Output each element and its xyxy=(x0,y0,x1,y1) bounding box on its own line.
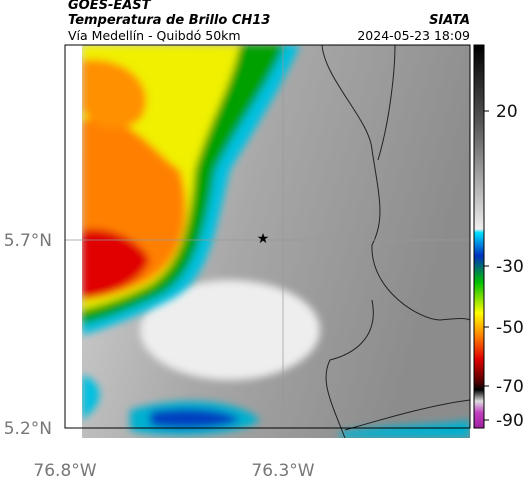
colorbar-tick-label: -30 xyxy=(496,257,524,277)
route: Vía Medellín - Quibdó 50km xyxy=(68,28,241,43)
colorbar-tick-label: -50 xyxy=(496,318,524,338)
location-marker: ★ xyxy=(257,231,270,247)
colorbar-tick-label: 20 xyxy=(496,102,518,122)
lat-label: 5.7°N xyxy=(4,231,52,251)
subtitle: Temperatura de Brillo CH13 xyxy=(68,13,270,28)
datetime: 2024-05-23 18:09 xyxy=(357,28,470,43)
source: SIATA xyxy=(429,13,470,28)
colorbar xyxy=(473,44,485,429)
satellite-image xyxy=(82,45,470,438)
colorbar-tick-label: -70 xyxy=(496,377,524,397)
lat-label: 5.2°N xyxy=(4,419,52,439)
map-frame xyxy=(64,44,471,429)
lon-label: 76.8°W xyxy=(33,461,96,481)
lon-label: 76.3°W xyxy=(251,461,314,481)
colorbar-tick-label: -90 xyxy=(496,411,524,431)
title: GOES-EAST xyxy=(68,0,152,13)
